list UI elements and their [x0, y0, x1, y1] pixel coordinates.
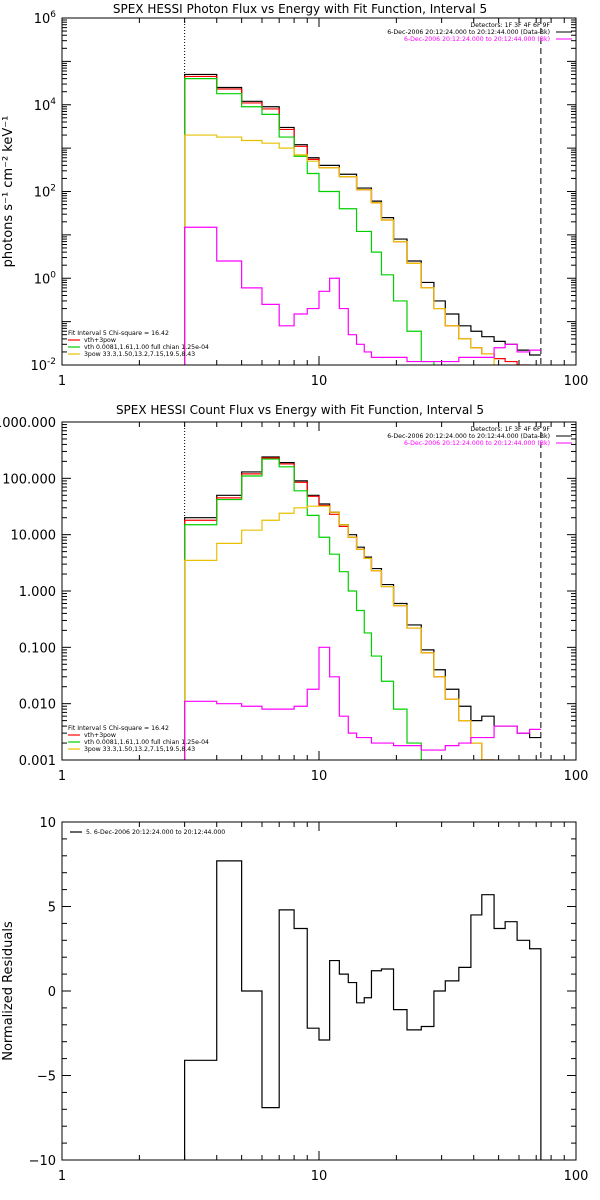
tick-marks — [61, 422, 577, 761]
legend-text: Fit Interval 5 Chi-square = 16.42 — [68, 330, 169, 337]
series-group — [184, 860, 542, 1160]
y-tick-base: 10 — [34, 272, 51, 287]
y-tick-label: 5 — [48, 901, 56, 916]
header-text: 6-Dec-2006 20:12:24.000 to 20:12:44.000 … — [387, 433, 550, 440]
legend-text: 3pow 33.3,1.50,13.2,7.15,19.5,8.43 — [84, 746, 195, 753]
series-line-4 — [184, 134, 495, 365]
header-text: 6-Dec-2006 20:12:24.000 to 20:12:44.000 … — [387, 29, 550, 36]
tick-marks — [61, 18, 577, 366]
tick-marks — [61, 821, 577, 1161]
y-tick-label: 100.000 — [2, 472, 56, 487]
y-tick-label: 1.000 — [19, 585, 56, 600]
series-line-3 — [184, 78, 435, 365]
chart-title: SPEX HESSI Photon Flux vs Energy with Fi… — [113, 2, 487, 16]
plot-frame — [61, 421, 577, 761]
chart-title: SPEX HESSI Count Flux vs Energy with Fit… — [116, 403, 484, 417]
y-axis-label: Normalized Residuals — [1, 921, 16, 1061]
header-text: 6-Dec-2006 20:12:24.000 to 20:12:44.000 … — [404, 440, 550, 447]
plot-frame — [61, 17, 577, 366]
y-tick-base: 10 — [34, 12, 51, 27]
y-tick-label: −10 — [29, 1154, 56, 1169]
y-tick-exponent: 2 — [50, 184, 56, 194]
x-tick-label: 1 — [58, 374, 66, 389]
y-tick-label: 104 — [34, 97, 57, 114]
series-group — [184, 456, 541, 760]
y-tick-exponent: 0 — [50, 270, 56, 280]
x-tick-label: 100 — [564, 1169, 589, 1184]
y-tick-label: 10-2 — [30, 357, 56, 374]
chart-panel-2: SPEX HESSI Count Flux vs Energy with Fit… — [0, 403, 589, 784]
series-line-4 — [184, 505, 495, 760]
series-line-2 — [184, 457, 495, 760]
chart-panel-1: SPEX HESSI Photon Flux vs Energy with Fi… — [1, 2, 588, 389]
x-tick-label: 100 — [564, 374, 589, 389]
y-tick-label: 0.010 — [19, 698, 56, 713]
legend-text: 5. 6-Dec-2006 20:12:24.000 to 20:12:44.0… — [86, 829, 225, 836]
legend-text: vth+3pow — [84, 337, 116, 344]
legend-text: 3pow 33.3,1.50,13.2,7.15,19.5,8.43 — [84, 351, 195, 358]
plot-frame — [61, 821, 577, 1161]
header-text: 6-Dec-2006 20:12:24.000 to 20:12:44.000 … — [404, 36, 550, 43]
x-tick-label: 10 — [311, 769, 328, 784]
y-tick-exponent: 4 — [50, 97, 56, 107]
x-tick-label: 10 — [311, 1169, 328, 1184]
y-tick-base: 10 — [34, 99, 51, 114]
x-tick-label: 10 — [311, 374, 328, 389]
y-tick-label: 106 — [34, 10, 57, 27]
series-line-3 — [184, 458, 422, 760]
header-text: Detectors: 1F 3F 4F 6F 9F — [470, 426, 550, 433]
series-line-1 — [184, 73, 541, 365]
y-tick-label: 0.001 — [19, 754, 56, 769]
y-tick-base: 10 — [34, 186, 51, 201]
x-tick-label: 100 — [564, 769, 589, 784]
y-tick-label: 100 — [34, 270, 57, 287]
series-line-1 — [184, 860, 542, 1160]
y-tick-label: 10.000 — [11, 529, 57, 544]
y-tick-exponent: 6 — [50, 10, 56, 20]
x-tick-label: 1 — [58, 1169, 66, 1184]
y-tick-label: −5 — [37, 1070, 56, 1085]
header-text: Detectors: 1F 3F 4F 6F 9F — [470, 22, 550, 29]
series-line-1 — [184, 456, 541, 760]
series-group — [184, 73, 541, 365]
y-tick-base: 10 — [30, 359, 47, 374]
y-tick-label: 10 — [39, 816, 56, 831]
y-tick-label: 1000.000 — [0, 416, 56, 431]
y-axis-label: photons s⁻¹ cm⁻² keV⁻¹ — [1, 116, 16, 268]
y-tick-label: 0 — [48, 985, 56, 1000]
series-line-2 — [184, 75, 531, 365]
y-tick-label: 0.100 — [19, 641, 56, 656]
chart-panel-3: 1 10 100 10 5 0 −5 −10 Normalized Residuals 5. 6-… — [1, 816, 588, 1184]
legend-text: vth 0.0081,1.61,1.00 full chian 1.25e-04 — [84, 739, 209, 746]
x-tick-label: 1 — [58, 769, 66, 784]
legend-text: vth 0.0081,1.61,1.00 full chian 1.25e-04 — [84, 344, 209, 351]
series-line-5 — [184, 646, 541, 760]
series-line-5 — [184, 226, 541, 365]
legend-text: vth+3pow — [84, 732, 116, 739]
y-tick-label: 102 — [34, 184, 56, 201]
y-tick-exponent: -2 — [47, 357, 56, 367]
legend-text: Fit Interval 5 Chi-square = 16.42 — [68, 725, 169, 732]
